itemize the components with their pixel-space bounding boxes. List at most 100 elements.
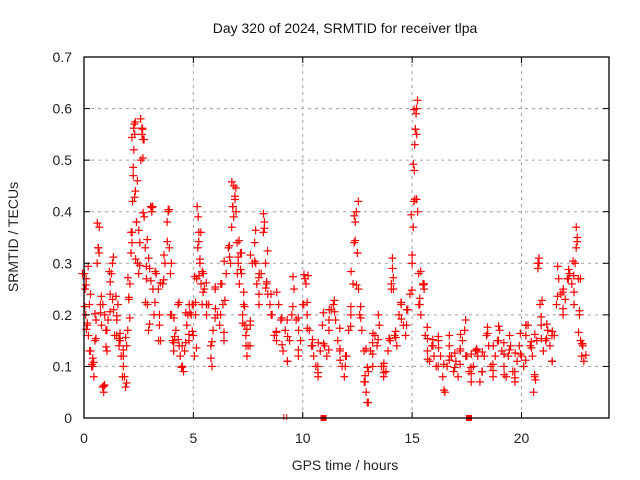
x-tick-label: 20 [514, 430, 530, 446]
data-point [467, 369, 476, 378]
data-point [124, 293, 133, 302]
data-point [108, 259, 117, 268]
data-point [238, 319, 247, 328]
data-point [461, 316, 470, 325]
data-point [530, 330, 539, 339]
data-point [106, 307, 115, 316]
data-point [309, 352, 318, 361]
data-point [167, 259, 176, 268]
data-point [581, 351, 590, 360]
data-point [290, 285, 298, 294]
data-point [285, 336, 294, 345]
data-point [100, 310, 109, 319]
data-point [266, 290, 275, 299]
data-point [105, 267, 114, 276]
data-point [274, 300, 283, 309]
data-point [456, 344, 465, 353]
data-point [224, 243, 233, 252]
data-point [147, 203, 156, 212]
data-point [412, 130, 421, 139]
data-point [576, 274, 585, 283]
data-point [123, 273, 132, 282]
data-point [133, 259, 142, 268]
data-point [241, 331, 250, 340]
data-point [194, 212, 203, 221]
data-point [467, 377, 476, 386]
data-point [193, 243, 202, 252]
data-point [374, 310, 383, 319]
data-point [119, 362, 128, 371]
data-point [579, 357, 588, 366]
data-point [556, 290, 565, 299]
data-point [113, 300, 122, 309]
data-point [119, 352, 128, 361]
data-point [127, 248, 136, 257]
data-point [537, 312, 546, 321]
data-point [368, 350, 377, 359]
data-point [98, 300, 107, 309]
data-point [220, 328, 228, 337]
data-point [246, 251, 255, 260]
data-point [231, 183, 240, 192]
data-point [287, 310, 296, 319]
data-point [227, 177, 236, 186]
data-point [131, 187, 140, 196]
data-point [314, 368, 323, 377]
data-point [181, 338, 190, 347]
data-point [138, 125, 147, 134]
data-point [85, 346, 94, 355]
data-point [143, 300, 152, 309]
data-point [536, 300, 545, 309]
y-tick-label: 0 [64, 410, 72, 426]
data-point [350, 238, 359, 247]
data-point [408, 259, 417, 268]
data-point [335, 344, 344, 353]
data-point [436, 352, 445, 361]
data-point [102, 326, 111, 335]
data-point [278, 340, 287, 349]
data-point [177, 363, 186, 372]
data-point [225, 253, 234, 262]
data-point [347, 267, 356, 276]
data-point [180, 346, 189, 355]
data-point [202, 310, 211, 319]
data-point [236, 265, 245, 274]
data-point [227, 223, 236, 232]
data-point [571, 259, 580, 268]
data-point [486, 362, 495, 371]
data-point [489, 366, 498, 375]
data-point [340, 372, 349, 381]
y-tick-label: 0.2 [53, 307, 73, 323]
data-point [129, 124, 138, 133]
y-axis-label: SRMTID / TECUs [5, 182, 21, 292]
data-point [182, 321, 191, 330]
data-point [251, 259, 260, 268]
data-point [500, 350, 508, 359]
data-point [577, 339, 586, 348]
data-point [279, 346, 288, 355]
data-point [171, 326, 180, 335]
data-point [209, 326, 218, 335]
data-point [232, 207, 241, 216]
data-point [81, 285, 90, 294]
data-point [98, 383, 107, 392]
data-point [130, 130, 139, 139]
data-point [191, 310, 200, 319]
data-point [93, 259, 102, 268]
data-point [537, 321, 546, 330]
data-point [158, 279, 167, 288]
data-point [240, 302, 249, 311]
data-point [443, 362, 452, 371]
data-point [500, 370, 509, 379]
data-point [489, 341, 498, 350]
data-point [163, 218, 172, 227]
data-point [283, 316, 292, 325]
data-point [567, 279, 576, 288]
data-point [255, 290, 263, 299]
data-point [570, 300, 578, 309]
data-point [456, 360, 465, 369]
data-point [419, 280, 428, 289]
data-point [229, 181, 238, 190]
data-point [131, 255, 140, 264]
data-point [370, 331, 379, 340]
